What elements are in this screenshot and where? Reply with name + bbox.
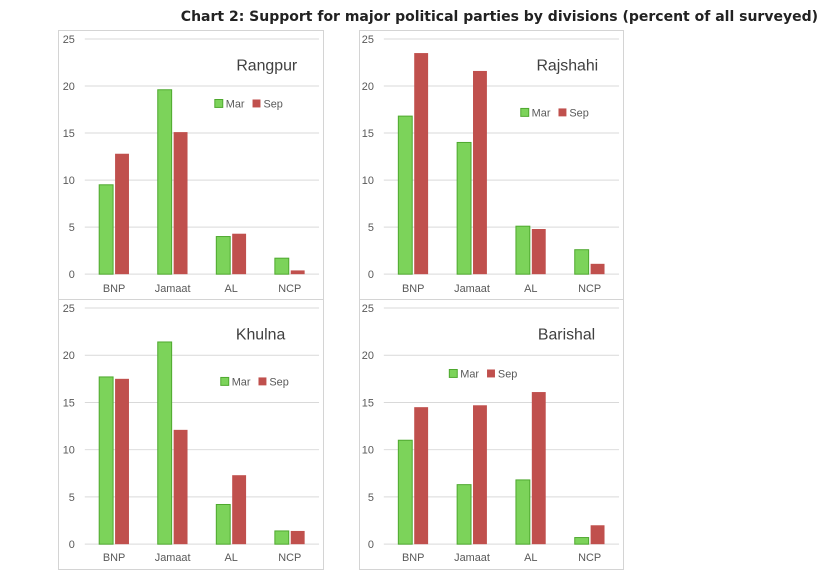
y-tick-label: 10: [362, 445, 374, 457]
legend-swatch-mar: [220, 376, 230, 386]
bar-sep-al: [531, 392, 546, 545]
bar-mar-ncp: [574, 537, 590, 545]
y-tick-label: 5: [368, 492, 374, 504]
bar-mar-jamaat: [157, 89, 173, 275]
y-tick-label: 20: [362, 350, 374, 362]
x-category-label: BNP: [402, 552, 424, 564]
bar-sep-bnp: [115, 378, 129, 545]
bar-mar-bnp: [397, 439, 413, 545]
bar-sep-ncp: [590, 263, 605, 275]
rajshahi-chart-panel: 0 5 10 15 20 25 BNP Jamaat AL NCP Rajshahi Mar Sep: [359, 30, 624, 300]
legend-swatch-mar: [214, 98, 224, 108]
bar-sep-al: [232, 475, 247, 545]
y-tick-label: 0: [69, 269, 75, 281]
legend-swatch-sep: [252, 99, 261, 108]
y-tick-label: 0: [368, 269, 374, 281]
y-tick-label: 0: [69, 539, 75, 551]
panel-title: Barishal: [538, 327, 595, 344]
y-tick-label: 15: [362, 128, 374, 140]
bar-sep-jamaat: [173, 429, 188, 545]
y-tick-label: 15: [63, 128, 75, 140]
bar-mar-al: [215, 236, 231, 275]
y-tick-label: 25: [63, 303, 75, 315]
bar-mar-bnp: [98, 376, 114, 545]
legend-label-mar: Mar: [226, 98, 245, 110]
panel-title: Rangpur: [236, 58, 298, 75]
bar-sep-jamaat: [473, 405, 487, 545]
y-tick-label: 10: [63, 445, 75, 457]
x-category-label: NCP: [578, 552, 601, 564]
bar-sep-jamaat: [173, 132, 188, 275]
y-tick-label: 20: [362, 81, 374, 93]
y-tick-label: 10: [63, 175, 75, 187]
legend-label-mar: Mar: [460, 368, 479, 380]
bar-sep-ncp: [290, 530, 305, 545]
bar-sep-al: [232, 233, 247, 275]
y-tick-label: 20: [63, 350, 75, 362]
bar-sep-ncp: [590, 525, 605, 545]
bar-mar-ncp: [574, 249, 590, 275]
x-category-label: AL: [524, 552, 537, 564]
legend-label-sep: Sep: [569, 107, 588, 119]
y-tick-label: 5: [69, 222, 75, 234]
y-tick-label: 15: [63, 397, 75, 409]
x-category-label: Jamaat: [454, 283, 490, 295]
legend-label-sep: Sep: [263, 98, 282, 110]
legend-label-mar: Mar: [532, 107, 551, 119]
panel-title: Khulna: [236, 327, 286, 344]
bar-sep-ncp: [290, 270, 305, 275]
y-tick-label: 20: [63, 81, 75, 93]
legend-label-sep: Sep: [269, 376, 288, 388]
legend-swatch-sep: [558, 108, 567, 117]
bar-sep-bnp: [115, 153, 129, 275]
bar-sep-al: [531, 229, 546, 275]
x-category-label: BNP: [103, 552, 125, 564]
legend-swatch-sep: [258, 377, 267, 386]
barishal-chart-panel: 0 5 10 15 20 25 BNP Jamaat AL NCP Barishal Mar Sep: [359, 299, 624, 570]
legend-swatch-sep: [487, 369, 495, 378]
x-category-label: Jamaat: [454, 552, 490, 564]
x-category-label: AL: [225, 283, 238, 295]
bar-mar-bnp: [98, 184, 114, 275]
x-category-label: Jamaat: [155, 283, 191, 295]
bar-mar-ncp: [274, 257, 290, 275]
bar-mar-jamaat: [157, 341, 173, 545]
legend-swatch-mar: [520, 107, 530, 117]
khulna-chart-panel: 0 5 10 15 20 25 BNP Jamaat AL NCP Khulna Mar Sep: [58, 299, 324, 570]
x-category-label: NCP: [278, 552, 301, 564]
bar-mar-jamaat: [456, 141, 472, 275]
x-category-label: BNP: [402, 283, 424, 295]
y-tick-label: 5: [69, 492, 75, 504]
x-category-label: Jamaat: [155, 552, 191, 564]
y-tick-label: 25: [362, 303, 374, 315]
legend-label-mar: Mar: [232, 376, 251, 388]
bar-mar-bnp: [397, 115, 413, 275]
rangpur-chart-panel: 0 5 10 15 20 25 BNP Jamaat AL NCP Rangpur Mar Sep: [58, 30, 324, 300]
y-tick-label: 5: [368, 222, 374, 234]
bar-sep-bnp: [414, 53, 429, 275]
y-tick-label: 15: [362, 397, 374, 409]
panel-title: Rajshahi: [536, 58, 598, 75]
x-category-label: AL: [524, 283, 537, 295]
legend-label-sep: Sep: [498, 368, 517, 380]
y-tick-label: 25: [63, 34, 75, 46]
bar-mar-ncp: [274, 530, 290, 545]
legend-swatch-mar: [448, 368, 458, 378]
chart-main-title: Chart 2: Support for major political par…: [180, 9, 818, 25]
bar-mar-al: [515, 225, 531, 275]
x-category-label: NCP: [278, 283, 301, 295]
x-category-label: AL: [225, 552, 238, 564]
x-category-label: BNP: [103, 283, 125, 295]
y-tick-label: 10: [362, 175, 374, 187]
bar-sep-bnp: [414, 407, 429, 545]
x-category-label: NCP: [578, 283, 601, 295]
bar-mar-al: [215, 503, 231, 545]
y-tick-label: 0: [368, 539, 374, 551]
bar-mar-al: [515, 479, 531, 545]
bar-mar-jamaat: [456, 484, 472, 545]
bar-sep-jamaat: [473, 70, 487, 275]
y-tick-label: 25: [362, 34, 374, 46]
